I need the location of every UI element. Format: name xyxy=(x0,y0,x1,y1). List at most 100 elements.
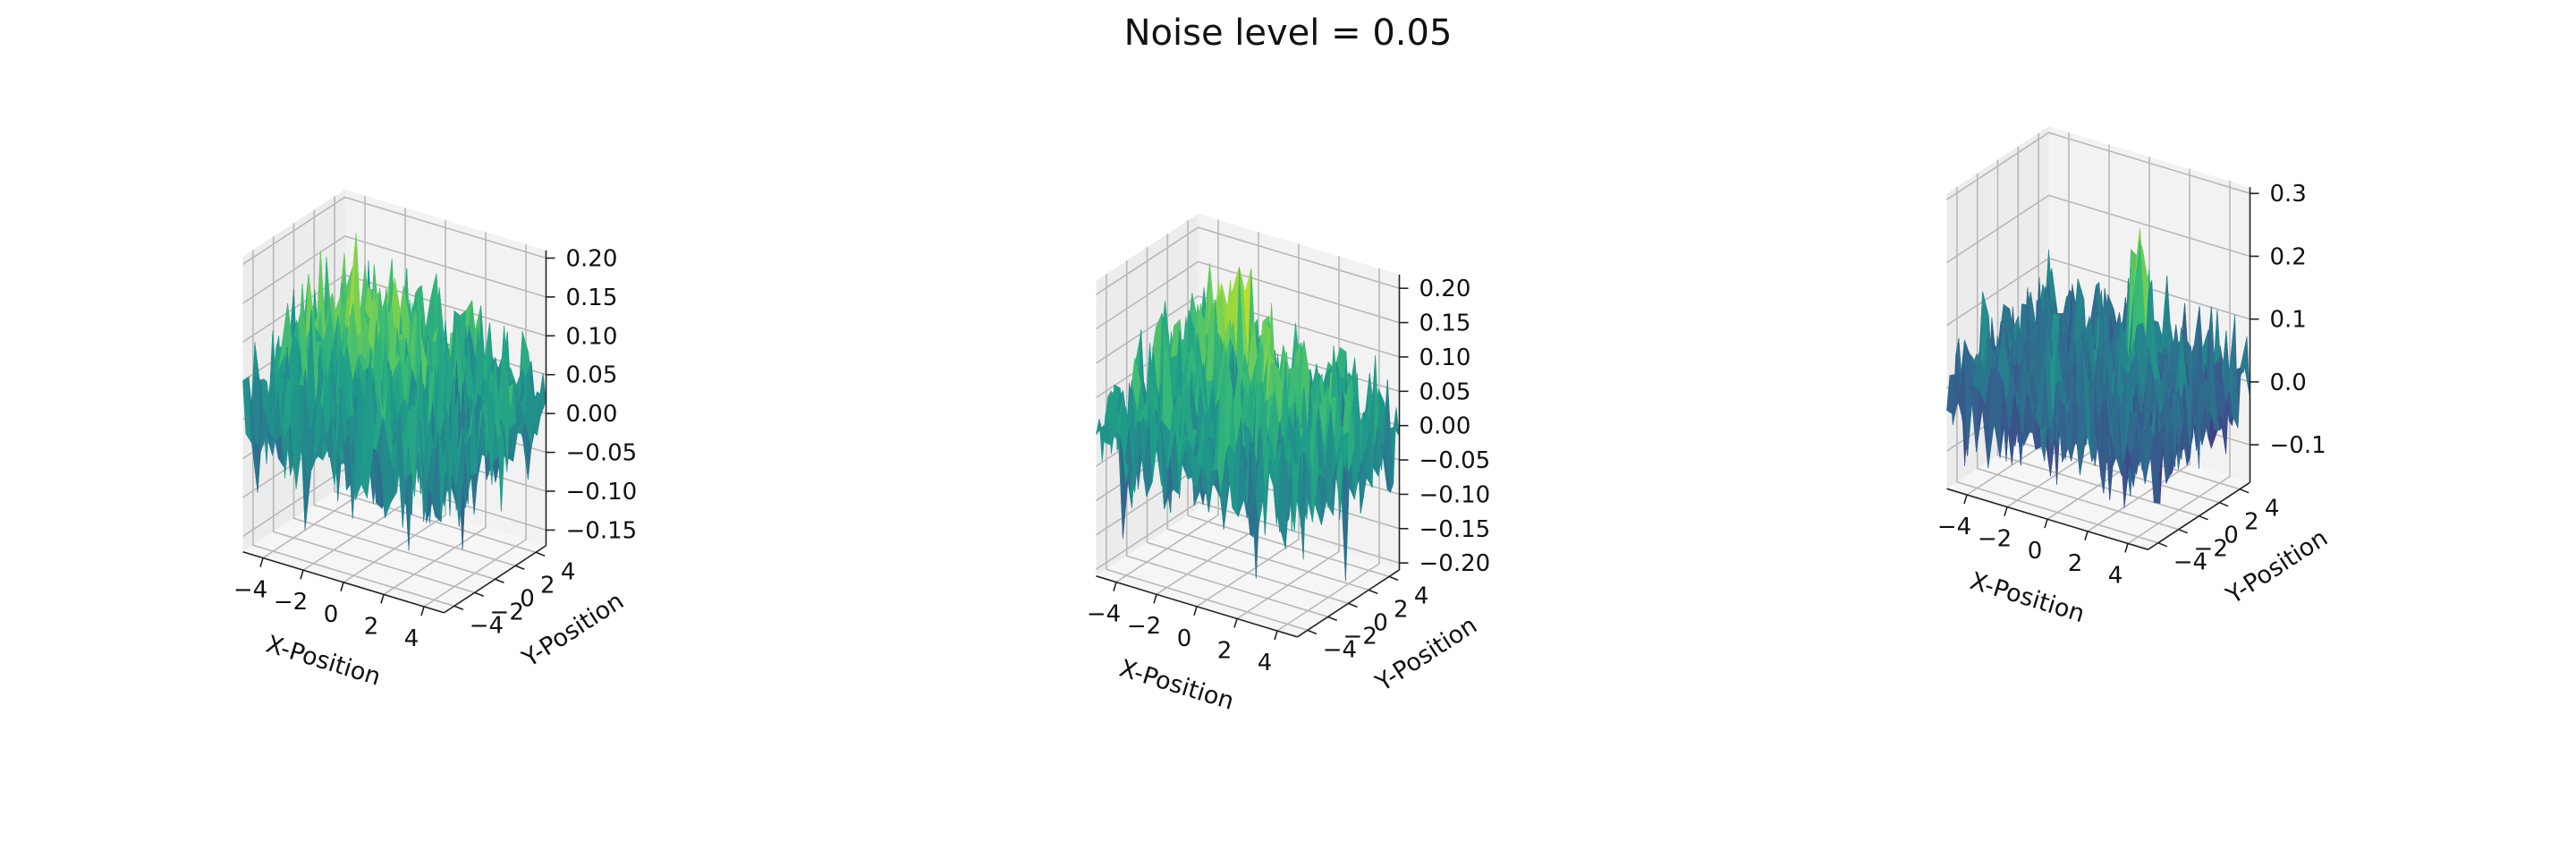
x-tick-mark xyxy=(2004,506,2008,516)
z-tick-label: 0.20 xyxy=(1419,276,1471,302)
gridline-z xyxy=(242,235,547,304)
gridline-y xyxy=(272,236,475,594)
z-tick-label: −0.15 xyxy=(1419,516,1491,543)
figure-title: Noise level = 0.05 xyxy=(1123,13,1453,54)
x-tick-mark xyxy=(1193,606,1198,617)
gridline-x xyxy=(1276,268,1380,632)
surface xyxy=(1946,228,2250,508)
gridline-x xyxy=(2087,168,2190,532)
surface xyxy=(1096,263,1400,582)
x-tick-label: 0 xyxy=(1177,625,1192,652)
gridline-y xyxy=(1125,260,1328,618)
x-tick-mark xyxy=(1274,630,1278,641)
y-tick-label: 0 xyxy=(520,585,535,612)
gridline-x xyxy=(383,232,487,596)
gridline-z xyxy=(1096,226,1400,295)
x-tick-mark xyxy=(1153,593,1157,604)
y-tick-label: −2 xyxy=(490,599,524,625)
surface-facet xyxy=(2141,426,2152,484)
gridline-y xyxy=(1956,186,2159,544)
y-tick-mark xyxy=(1327,616,1337,622)
surface-plot-3: −4 −2 0 2 4 −4−20 2 40.30.20.10.0−0.1X-Position… xyxy=(1937,126,2333,628)
gridline-z xyxy=(1096,501,1400,570)
y-tick-label: 2 xyxy=(2244,509,2259,536)
y-tick-mark xyxy=(515,565,525,571)
z-tick-label: 0.00 xyxy=(566,401,618,428)
x-tick-label: 0 xyxy=(324,601,339,628)
y-tick-mark xyxy=(474,591,484,598)
x-tick-mark xyxy=(1233,618,1238,628)
y-tick-mark xyxy=(535,551,546,557)
y-tick-label: −4 xyxy=(470,612,504,639)
surface-facet xyxy=(1291,449,1301,532)
y-tick-label: −2 xyxy=(1343,623,1377,650)
y-tick-mark xyxy=(1348,602,1358,608)
y-tick-label: −4 xyxy=(2174,549,2207,576)
gridline-y xyxy=(1146,247,1349,605)
y-tick-mark xyxy=(2219,501,2229,507)
z-tick-label: 0.00 xyxy=(1419,413,1471,440)
surface xyxy=(242,233,547,551)
z-tick-label: 0.10 xyxy=(1419,344,1471,371)
gridline-y xyxy=(1106,274,1309,632)
y-tick-label: 4 xyxy=(561,558,576,585)
y-tick-mark xyxy=(2157,541,2168,548)
y-tick-label: 2 xyxy=(540,572,555,599)
x-tick-label: −4 xyxy=(1087,601,1121,628)
y-tick-mark xyxy=(495,578,504,584)
gridline-x xyxy=(1196,243,1300,608)
gridline-z xyxy=(1946,194,2250,264)
gridline-z xyxy=(242,468,547,538)
x-tick-label: 2 xyxy=(1217,637,1233,664)
x-tick-mark xyxy=(259,557,264,567)
z-tick-label: −0.10 xyxy=(1419,481,1491,508)
z-tick-label: 0.15 xyxy=(1419,310,1471,337)
z-tick-label: 0.05 xyxy=(566,362,618,389)
x-tick-label: −2 xyxy=(274,589,308,616)
x-tick-label: −4 xyxy=(1937,514,1971,540)
y-tick-label: 4 xyxy=(2265,496,2280,523)
x-tick-mark xyxy=(1963,494,1968,505)
x-tick-label: −2 xyxy=(1127,613,1161,640)
x-tick-label: 2 xyxy=(364,613,379,640)
x-tick-label: 4 xyxy=(2108,562,2123,589)
surface-facet xyxy=(437,429,448,523)
gridline-z xyxy=(1096,295,1400,364)
gridline-x xyxy=(423,244,527,608)
x-tick-label: 2 xyxy=(2068,550,2083,577)
z-tick-label: −0.05 xyxy=(1419,447,1491,474)
z-tick-label: 0.2 xyxy=(2270,243,2307,270)
x-tick-label: 0 xyxy=(2028,538,2043,565)
gridline-y xyxy=(334,196,537,554)
z-tick-label: −0.1 xyxy=(2270,432,2326,459)
y-tick-mark xyxy=(2178,528,2188,534)
x-tick-mark xyxy=(2124,543,2129,553)
y-tick-mark xyxy=(2239,488,2250,494)
x-tick-mark xyxy=(300,569,304,580)
x-tick-mark xyxy=(1113,582,1117,591)
x-tick-mark xyxy=(420,606,425,617)
z-tick-label: −0.05 xyxy=(566,440,638,467)
z-tick-label: 0.0 xyxy=(2270,370,2307,396)
gridline-x xyxy=(343,219,446,583)
x-tick-mark xyxy=(2044,518,2048,529)
surface-plot-1: −4 −2 0 2 4 −4−20 2 40.200.150.100.050.00−0.05−… xyxy=(233,189,638,692)
x-tick-label: −2 xyxy=(1978,526,2012,553)
z-tick-label: −0.10 xyxy=(566,479,638,506)
x-tick-mark xyxy=(380,594,385,604)
z-tick-label: 0.10 xyxy=(566,323,618,350)
y-tick-label: −2 xyxy=(2194,536,2228,563)
gridline-z xyxy=(1096,260,1400,330)
gridline-z xyxy=(1946,132,2250,200)
x-tick-label: 4 xyxy=(1258,650,1273,676)
z-tick-label: 0.1 xyxy=(2270,307,2307,334)
gridline-y xyxy=(1976,173,2179,531)
z-tick-label: −0.20 xyxy=(1419,550,1491,577)
y-tick-mark xyxy=(1307,629,1318,635)
z-tick-label: 0.20 xyxy=(566,245,618,272)
x-tick-label: 4 xyxy=(404,625,419,652)
y-tick-label: 0 xyxy=(2224,523,2239,549)
gridline-z xyxy=(242,196,547,266)
z-tick-label: 0.05 xyxy=(1419,378,1471,405)
